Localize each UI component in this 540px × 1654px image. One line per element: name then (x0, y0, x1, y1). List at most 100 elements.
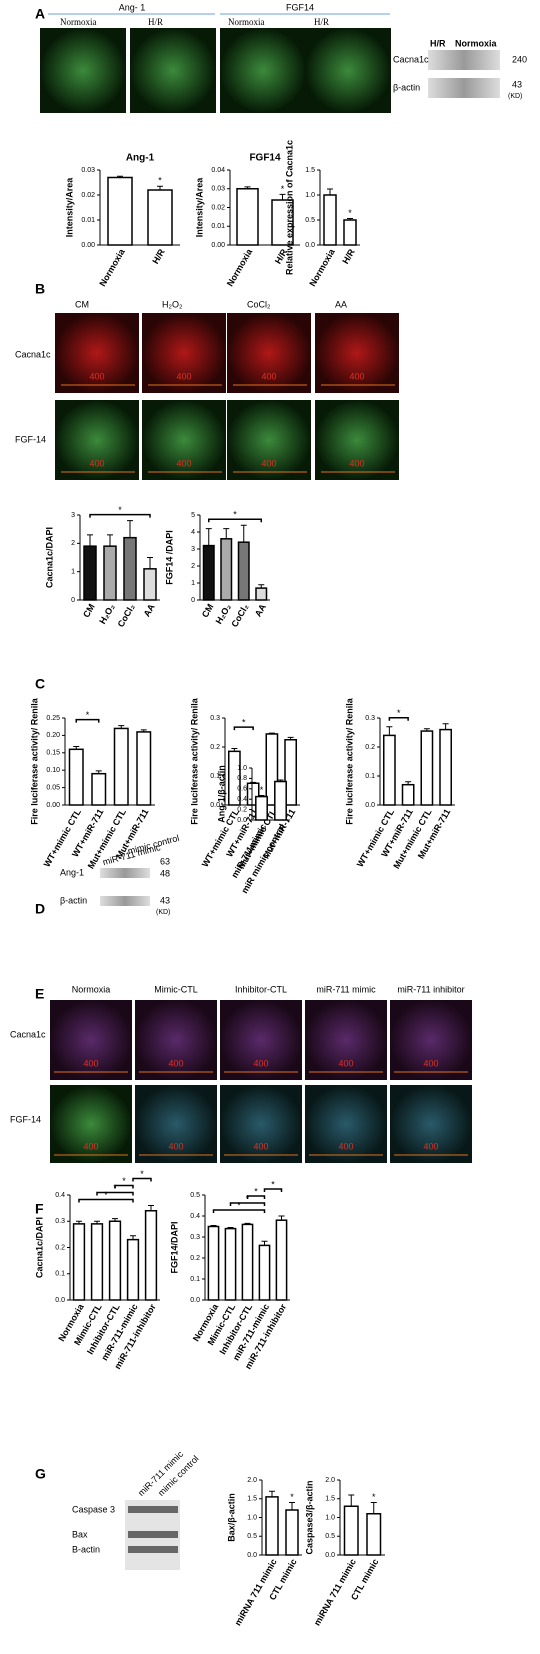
row-label: Cacna1c (15, 349, 51, 359)
bar (323, 194, 337, 246)
micrograph (55, 313, 139, 393)
bar (90, 1223, 104, 1301)
blot-row: Bax (72, 1529, 88, 1539)
error-bar (348, 1494, 355, 1507)
y-tick-label: 0.3 (55, 1218, 65, 1225)
y-tick-label: 1.5 (325, 1496, 335, 1503)
y-tick-label: 1.0 (247, 1514, 257, 1521)
column-label: CoCl₂ (247, 299, 271, 309)
bar (144, 1210, 158, 1301)
scale-label: 400 (89, 371, 104, 381)
micrograph (390, 1000, 472, 1080)
error-bar (87, 534, 93, 547)
y-tick-label: 0.8 (237, 775, 247, 782)
bar (383, 734, 396, 806)
error-bar (327, 188, 333, 195)
y-tick-label: 2 (71, 540, 75, 547)
bar (285, 1509, 299, 1556)
scale-label: 400 (89, 458, 104, 468)
error-bar (258, 795, 265, 797)
significance: * (281, 184, 285, 194)
bar (237, 541, 250, 601)
group-label: FGF14 (286, 2, 314, 12)
panel-label: F (35, 1201, 44, 1217)
chart-title: Ang-1 (126, 153, 155, 164)
significance-bracket (229, 1202, 266, 1206)
y-tick-label: 0.0 (190, 1297, 200, 1304)
y-axis-label: Ang-1/β-actin (216, 765, 226, 823)
y-tick-label: 0.02 (211, 204, 225, 211)
error-bar (289, 1502, 295, 1510)
bar (68, 748, 84, 806)
y-tick-label: 0.2 (55, 1244, 65, 1251)
x-tick-label: CoCl₂ (116, 602, 137, 629)
error-bar (244, 1222, 251, 1225)
blot-size: 43 (160, 895, 170, 905)
x-tick-label: CM (81, 602, 97, 619)
y-tick-label: 0.6 (237, 786, 247, 793)
y-tick-label: 0.15 (46, 750, 60, 757)
y-tick-label: 5 (191, 512, 195, 519)
bar (147, 189, 173, 246)
error-bar (442, 723, 449, 730)
y-tick-label: 0.5 (325, 1533, 335, 1540)
x-tick-label: Normoxia (307, 246, 337, 288)
micrograph (315, 400, 399, 480)
y-tick-label: 0.02 (81, 192, 95, 199)
scale-label: 400 (338, 1058, 353, 1068)
y-tick-label: 0.3 (210, 715, 220, 722)
significance: * (348, 208, 352, 218)
blot-unit: (KD) (508, 93, 522, 100)
micrograph (315, 313, 399, 393)
error-bar (347, 218, 353, 220)
significance-bracket (246, 1195, 266, 1199)
y-tick-label: 0.01 (211, 223, 225, 230)
y-tick-label: 0.03 (81, 167, 95, 174)
error-bar (112, 1218, 118, 1222)
blot-band (128, 1531, 178, 1538)
y-tick-label: 0.2 (190, 1255, 200, 1262)
panel-label: E (35, 986, 44, 1002)
y-tick-label: 3 (191, 546, 195, 553)
blot-band (128, 1506, 178, 1513)
micrograph (305, 28, 391, 113)
bar (236, 188, 259, 246)
error-bar (140, 729, 147, 732)
y-tick-label: 1.5 (305, 167, 315, 174)
error-bar (73, 746, 80, 750)
error-bar (261, 1240, 268, 1246)
column-label: Mimic-CTL (154, 984, 198, 994)
y-tick-label: 0.20 (46, 732, 60, 739)
error-bar (269, 1490, 275, 1497)
scale-label: 400 (83, 1141, 98, 1151)
bar (202, 544, 215, 601)
bar (420, 730, 434, 806)
bar (123, 536, 137, 601)
micrograph (135, 1085, 217, 1163)
column-label: miR-711 mimic (316, 984, 376, 994)
bar (136, 731, 152, 806)
error-bar (227, 1227, 234, 1229)
y-tick-label: 0 (191, 597, 195, 604)
column-label: miR-711 inhibitor (397, 984, 464, 994)
y-tick-label: 1.0 (305, 192, 315, 199)
blot (100, 868, 150, 878)
significance: * (242, 717, 246, 727)
significance: * (271, 1179, 275, 1189)
scale-label: 400 (168, 1058, 183, 1068)
y-tick-label: 0.01 (81, 217, 95, 224)
y-tick-label: 0.1 (190, 1276, 200, 1283)
y-tick-label: 3 (71, 512, 75, 519)
y-axis-label: Relative expression of Cacna1c (284, 140, 294, 275)
y-axis-label: Bax/β-actin (226, 1493, 236, 1542)
significance: * (122, 1176, 126, 1186)
row-label: Cacna1c (10, 1029, 46, 1039)
significance-bracket (78, 1198, 134, 1203)
bar (126, 1238, 140, 1301)
significance-bracket (75, 718, 100, 723)
bar (343, 219, 357, 246)
y-tick-label: 0.0 (305, 242, 315, 249)
y-tick-label: 1.0 (237, 765, 247, 772)
panel-label: G (35, 1466, 46, 1482)
error-bar (107, 534, 113, 547)
